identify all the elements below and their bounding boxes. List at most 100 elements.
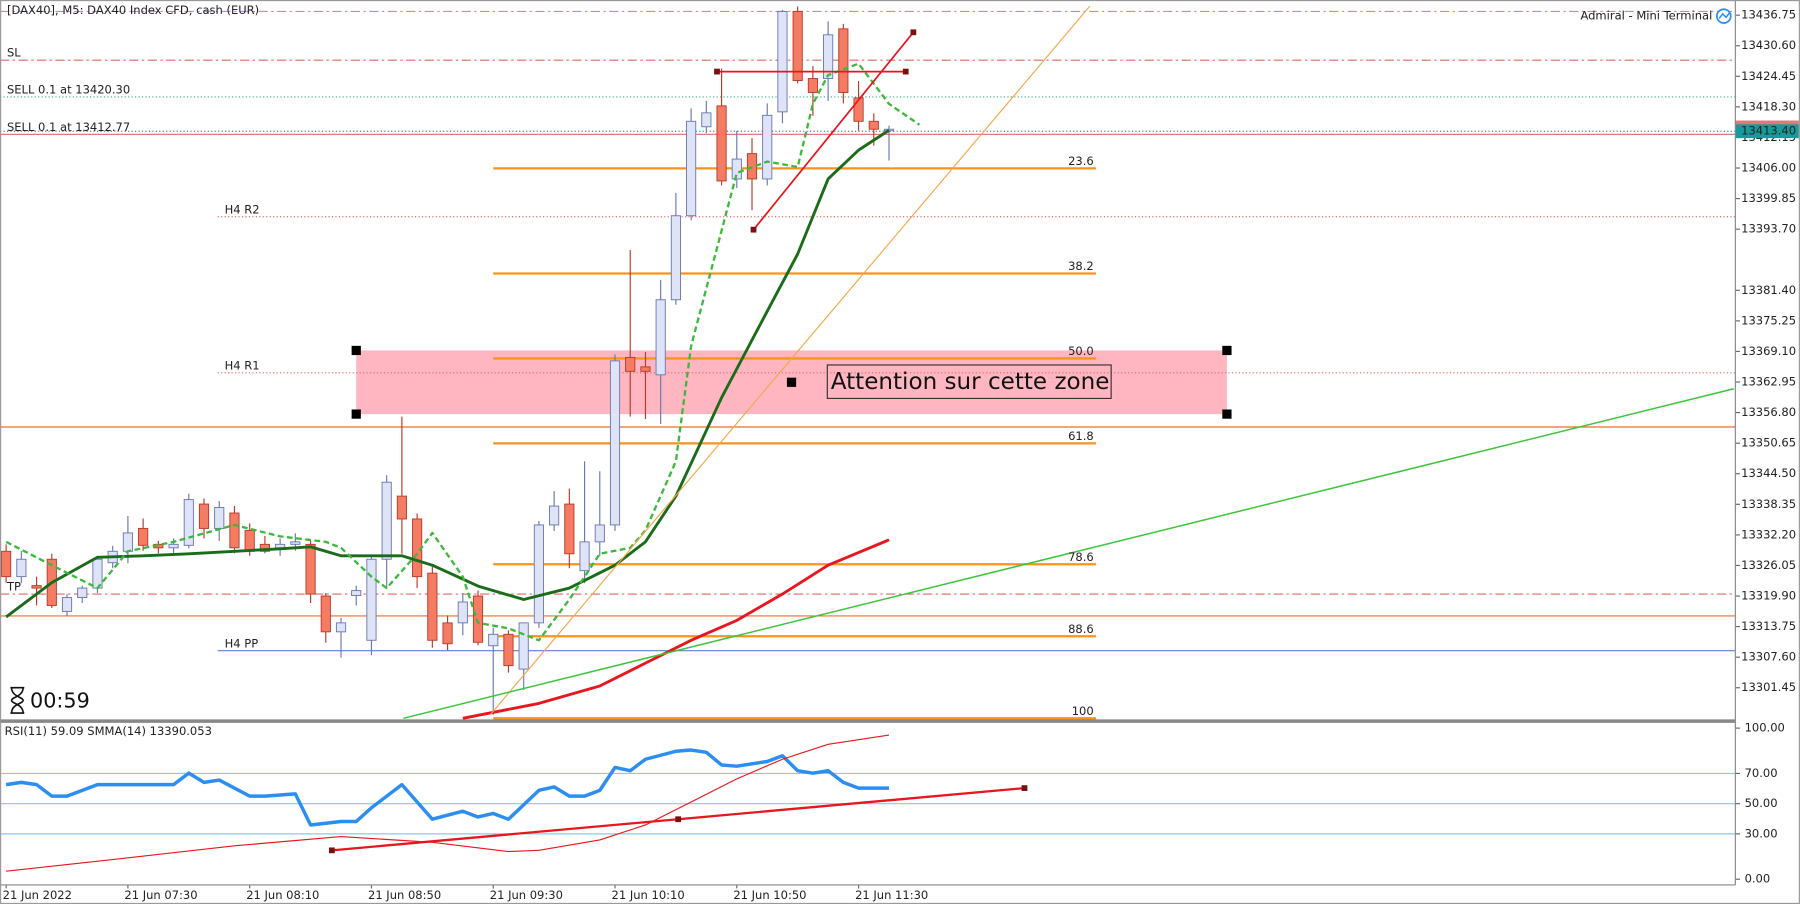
candle-body bbox=[366, 558, 377, 641]
zone-text-box bbox=[826, 364, 1112, 400]
fibo-label: 88.6 bbox=[1068, 622, 1094, 636]
zone-handle bbox=[351, 345, 361, 356]
trendline-handle bbox=[675, 816, 682, 823]
candle-body bbox=[701, 112, 712, 128]
candle-body bbox=[244, 529, 255, 552]
candle-body bbox=[609, 360, 621, 526]
candle-body bbox=[579, 541, 590, 572]
x-tick-label: 21 Jun 10:10 bbox=[612, 888, 685, 902]
candle-body bbox=[381, 481, 392, 560]
fibo-label: 50.0 bbox=[1068, 344, 1094, 358]
candle-body bbox=[183, 499, 194, 546]
fibo-label: 38.2 bbox=[1068, 259, 1094, 273]
candle-body bbox=[625, 356, 636, 372]
candle-body bbox=[564, 503, 575, 555]
candle-body bbox=[442, 622, 453, 645]
trendline-handle bbox=[714, 68, 720, 75]
terminal-icon[interactable] bbox=[1716, 8, 1732, 24]
candle-body bbox=[351, 590, 362, 596]
y-tick-label: 13319.90 bbox=[1741, 589, 1796, 603]
candle-body bbox=[138, 527, 149, 546]
trendline-handle bbox=[910, 29, 917, 36]
candle-body bbox=[716, 105, 727, 182]
y-tick-label: 13344.50 bbox=[1741, 466, 1796, 480]
candle-body bbox=[320, 595, 331, 633]
candle-body bbox=[868, 120, 879, 130]
y-tick-label: 13369.10 bbox=[1741, 344, 1796, 358]
level-label: TP bbox=[6, 580, 21, 594]
y-tick-label: 13326.05 bbox=[1741, 558, 1796, 572]
candle-body bbox=[122, 532, 133, 552]
y-tick-label: 13381.40 bbox=[1741, 283, 1796, 297]
y-tick-label: 70.00 bbox=[1745, 766, 1778, 780]
candle-body bbox=[198, 503, 210, 529]
candle-body bbox=[16, 558, 27, 578]
y-tick-label: 13436.75 bbox=[1741, 8, 1796, 22]
bid-price-label: 13413.40 bbox=[1741, 124, 1796, 138]
candle-body bbox=[335, 622, 347, 633]
zone-handle bbox=[1222, 409, 1232, 419]
level-label: H4 PP bbox=[225, 636, 259, 650]
candle-body bbox=[853, 97, 864, 122]
candle-body bbox=[533, 524, 544, 624]
candle-body bbox=[305, 543, 316, 595]
y-tick-label: 13313.75 bbox=[1741, 619, 1796, 633]
zone-text: Attention sur cette zone bbox=[831, 369, 1110, 395]
x-tick-label: 21 Jun 08:50 bbox=[368, 888, 441, 902]
candle-body bbox=[1, 550, 12, 578]
candle-body bbox=[396, 495, 407, 520]
y-tick-label: 13424.45 bbox=[1741, 69, 1796, 83]
candle-body bbox=[92, 558, 103, 589]
y-tick-label: 13301.45 bbox=[1741, 680, 1796, 694]
trendline-handle bbox=[328, 847, 335, 854]
candle-body bbox=[655, 299, 666, 376]
trendline bbox=[489, 5, 1091, 716]
candle-body bbox=[670, 215, 681, 301]
x-tick-label: 21 Jun 10:50 bbox=[733, 888, 806, 902]
fibo-label: 61.8 bbox=[1068, 429, 1094, 443]
y-tick-label: 13362.95 bbox=[1741, 375, 1796, 389]
terminal-label: Admiral - Mini Terminal bbox=[1580, 9, 1712, 23]
candle-body bbox=[488, 633, 499, 647]
candle-body bbox=[594, 524, 605, 543]
candle-body bbox=[61, 597, 73, 612]
candle-body bbox=[838, 28, 849, 93]
zone-center-handle bbox=[786, 377, 797, 387]
trendline-handle bbox=[750, 226, 757, 233]
y-tick-label: 13350.65 bbox=[1741, 436, 1796, 450]
level-label: SL bbox=[7, 46, 21, 60]
fibo-label: 100 bbox=[1072, 704, 1094, 718]
candle-body bbox=[259, 543, 270, 552]
candle-body bbox=[549, 505, 560, 526]
zone-handle bbox=[1222, 345, 1232, 356]
candle-body bbox=[762, 114, 773, 180]
rsi-line bbox=[6, 734, 890, 872]
candle-body bbox=[214, 507, 225, 529]
y-tick-label: 13332.20 bbox=[1741, 527, 1796, 541]
y-tick-label: 13338.35 bbox=[1741, 497, 1796, 511]
rsi-line bbox=[5, 748, 890, 827]
candle-body bbox=[518, 622, 529, 670]
candle-body bbox=[777, 10, 788, 113]
candle-body bbox=[457, 601, 468, 624]
y-tick-label: 13406.00 bbox=[1741, 161, 1796, 175]
moving-average bbox=[462, 538, 890, 720]
trendline-handle bbox=[1021, 785, 1028, 791]
y-tick-label: 13393.70 bbox=[1741, 222, 1796, 236]
y-tick-label: 30.00 bbox=[1745, 826, 1778, 840]
candle-body bbox=[823, 34, 834, 80]
trendline bbox=[403, 388, 1735, 720]
candle-body bbox=[290, 541, 301, 545]
y-tick-label: 50.00 bbox=[1745, 796, 1778, 810]
candle-body bbox=[229, 512, 240, 549]
x-tick-label: 21 Jun 11:30 bbox=[855, 888, 928, 902]
y-tick-label: 13430.60 bbox=[1741, 38, 1796, 52]
candle-body bbox=[77, 587, 88, 598]
candle-body bbox=[792, 10, 803, 81]
level-label: H4 R2 bbox=[225, 202, 260, 216]
y-tick-label: 13418.30 bbox=[1741, 99, 1796, 113]
